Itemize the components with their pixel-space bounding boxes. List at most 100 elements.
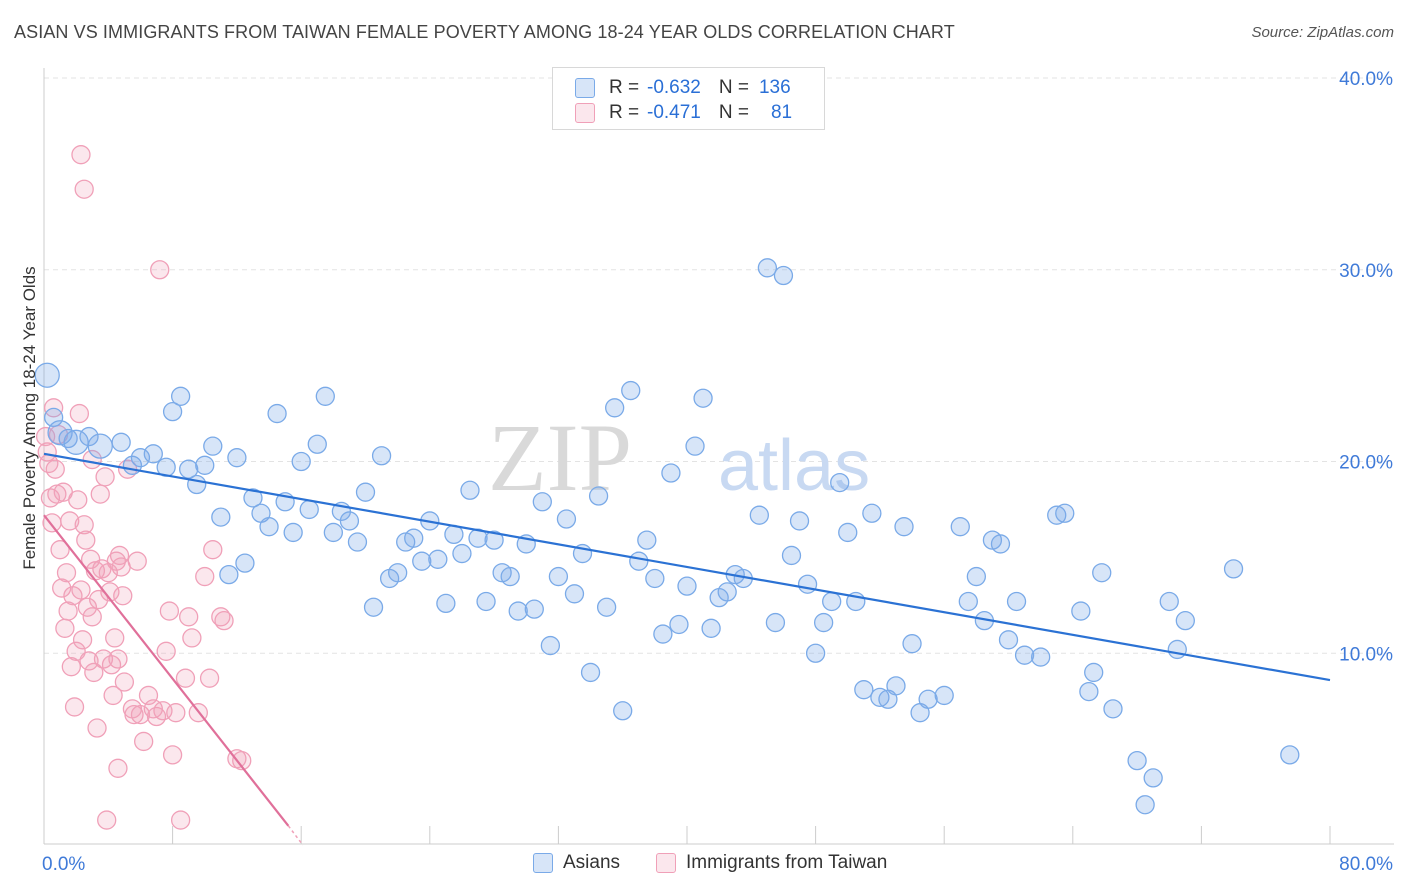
point-taiwan (103, 685, 123, 706)
point-asians (854, 680, 874, 700)
watermark-atlas: atlas (718, 426, 870, 506)
point-asians (1103, 699, 1123, 719)
legend-swatch-asians (533, 853, 553, 873)
point-taiwan (90, 484, 110, 504)
point-asians (781, 545, 802, 566)
point-asians (886, 676, 906, 696)
point-asians (894, 517, 914, 537)
point-taiwan (58, 601, 78, 621)
legend-item-asians[interactable]: Asians (533, 852, 620, 874)
point-asians (347, 532, 368, 552)
point-asians (111, 432, 131, 452)
point-asians (685, 436, 705, 456)
point-asians (243, 488, 263, 508)
point-asians (813, 612, 834, 633)
point-asians (564, 584, 585, 604)
point-asians (219, 564, 239, 585)
x-tick-label: 80.0% (1339, 854, 1393, 875)
point-taiwan (60, 511, 80, 531)
point-asians (1280, 745, 1300, 765)
point-taiwan (195, 566, 215, 587)
y-tick-label: 20.0% (1339, 453, 1393, 474)
point-taiwan (45, 459, 65, 479)
point-asians (1079, 681, 1099, 702)
point-asians (556, 509, 577, 529)
legend-row-taiwan: R = -0.471 N = 81 (575, 101, 792, 125)
point-asians (596, 597, 617, 617)
watermark-zip: ZIP (488, 404, 632, 511)
point-taiwan (175, 668, 196, 688)
point-taiwan (84, 662, 104, 683)
legend-item-taiwan[interactable]: Immigrants from Taiwan (656, 852, 887, 874)
point-taiwan (156, 641, 176, 661)
legend-r-label: R = (609, 102, 640, 123)
point-asians (79, 426, 99, 447)
point-taiwan (199, 668, 220, 688)
point-asians (749, 505, 769, 525)
point-taiwan (79, 651, 99, 671)
point-taiwan (111, 557, 131, 577)
point-asians (958, 591, 978, 612)
point-taiwan (124, 704, 144, 725)
point-asians (588, 486, 609, 506)
point-taiwan (74, 515, 94, 535)
point-asians (460, 480, 480, 500)
legend-n-label: N = (718, 102, 749, 123)
point-asians (259, 517, 279, 537)
point-asians (452, 543, 472, 564)
series-legend: Asians Immigrants from Taiwan (0, 850, 1406, 880)
correlation-legend: R = -0.632 N = 136 R = -0.471 N = 81 (552, 67, 825, 130)
legend-label-taiwan: Immigrants from Taiwan (686, 852, 888, 873)
point-taiwan (72, 630, 93, 650)
point-asians (653, 624, 673, 644)
point-asians (548, 566, 569, 587)
point-asians (299, 499, 319, 520)
point-asians (143, 444, 163, 464)
point-asians (540, 635, 561, 656)
trend-lines (43, 452, 1331, 846)
x-tick-label: 0.0% (42, 854, 85, 875)
point-taiwan (61, 657, 81, 677)
legend-r-value: -0.632 (647, 77, 701, 98)
point-asians (1143, 768, 1163, 788)
point-asians (235, 553, 255, 573)
point-asians (677, 576, 697, 596)
point-taiwan (97, 810, 117, 830)
point-asians (1055, 503, 1075, 523)
point-asians (966, 566, 986, 587)
point-asians (838, 522, 858, 543)
point-asians (637, 530, 657, 550)
trend-extension-taiwan (287, 825, 304, 846)
x-tick-labels: 0.0% 80.0% (42, 854, 1393, 875)
point-asians (1006, 591, 1027, 612)
point-taiwan (71, 580, 91, 600)
point-asians (717, 582, 737, 602)
point-taiwan (170, 810, 191, 830)
point-asians (371, 446, 392, 466)
point-asians (211, 507, 231, 527)
point-asians (1159, 591, 1179, 612)
point-asians (227, 448, 247, 468)
point-taiwan (127, 551, 147, 571)
point-asians (605, 398, 625, 418)
point-taiwan (66, 641, 86, 661)
point-asians (63, 429, 89, 455)
point-asians (701, 618, 721, 638)
point-asians (339, 511, 360, 531)
point-asians (1092, 563, 1112, 583)
point-asians (267, 403, 287, 424)
point-asians (87, 433, 113, 459)
point-taiwan (162, 745, 183, 765)
point-asians (862, 503, 882, 523)
point-taiwan (69, 403, 90, 424)
legend-n-label: N = (718, 77, 749, 98)
point-asians (789, 511, 810, 531)
y-axis-label-wrap: Female Poverty Among 18-24 Year Olds (18, 120, 42, 720)
point-asians (436, 593, 456, 614)
point-asians (323, 522, 344, 543)
point-asians (1084, 662, 1104, 683)
trend-line-asians (43, 452, 1331, 682)
point-asians (580, 662, 601, 683)
point-taiwan (71, 145, 91, 165)
